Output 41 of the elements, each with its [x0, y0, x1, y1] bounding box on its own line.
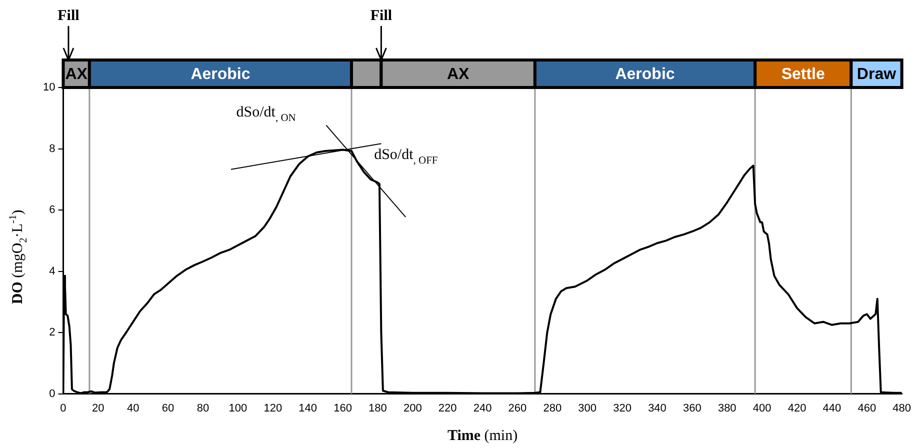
- x-tick-label: 420: [788, 402, 806, 414]
- y-tick-label: 10: [42, 82, 56, 94]
- x-tick-label: 460: [858, 402, 876, 414]
- band-label: Aerobic: [190, 66, 250, 84]
- x-tick-label: 360: [682, 402, 702, 414]
- x-tick-label: 400: [752, 402, 772, 414]
- x-tick-label: 240: [473, 402, 492, 414]
- y-tick-label: 6: [49, 204, 56, 216]
- x-tick-label: 160: [334, 402, 352, 414]
- y-tick-label: 4: [49, 265, 56, 278]
- x-tick-label: 100: [228, 402, 248, 414]
- x-tick-label: 480: [892, 402, 912, 414]
- y-tick-label: 8: [49, 142, 56, 155]
- x-tick-label: 340: [648, 402, 666, 414]
- x-tick-label: 0: [60, 402, 66, 414]
- x-tick-label: 40: [126, 402, 140, 414]
- x-tick-label: 80: [196, 402, 210, 414]
- x-tick-label: 280: [543, 402, 562, 414]
- x-tick-label: 20: [92, 402, 104, 414]
- x-tick-label: 220: [438, 402, 457, 414]
- x-tick-label: 440: [822, 402, 842, 414]
- x-tick-label: 120: [264, 402, 282, 414]
- x-tick-label: 320: [613, 402, 632, 414]
- band-label: Aerobic: [615, 66, 675, 84]
- band-label: Settle: [781, 66, 825, 84]
- band-label: AX: [446, 66, 470, 84]
- x-tick-label: 140: [298, 402, 318, 414]
- x-tick-label: 380: [718, 402, 736, 414]
- x-tick-label: 260: [508, 402, 527, 414]
- annotation: Fill: [58, 8, 80, 24]
- x-tick-label: 200: [403, 402, 422, 414]
- band-label: Draw: [856, 66, 897, 84]
- x-tick-label: 180: [368, 402, 387, 414]
- y-axis-title: DO (mgO2·L-1): [8, 210, 30, 304]
- x-tick-label: 300: [578, 402, 597, 414]
- x-tick-label: 60: [162, 402, 174, 414]
- x-axis-title: Time (min): [447, 428, 518, 444]
- y-tick-label: 0: [49, 388, 56, 400]
- y-tick-label: 2: [49, 326, 56, 339]
- annotation: Fill: [370, 8, 392, 24]
- band-label: AX: [65, 66, 88, 84]
